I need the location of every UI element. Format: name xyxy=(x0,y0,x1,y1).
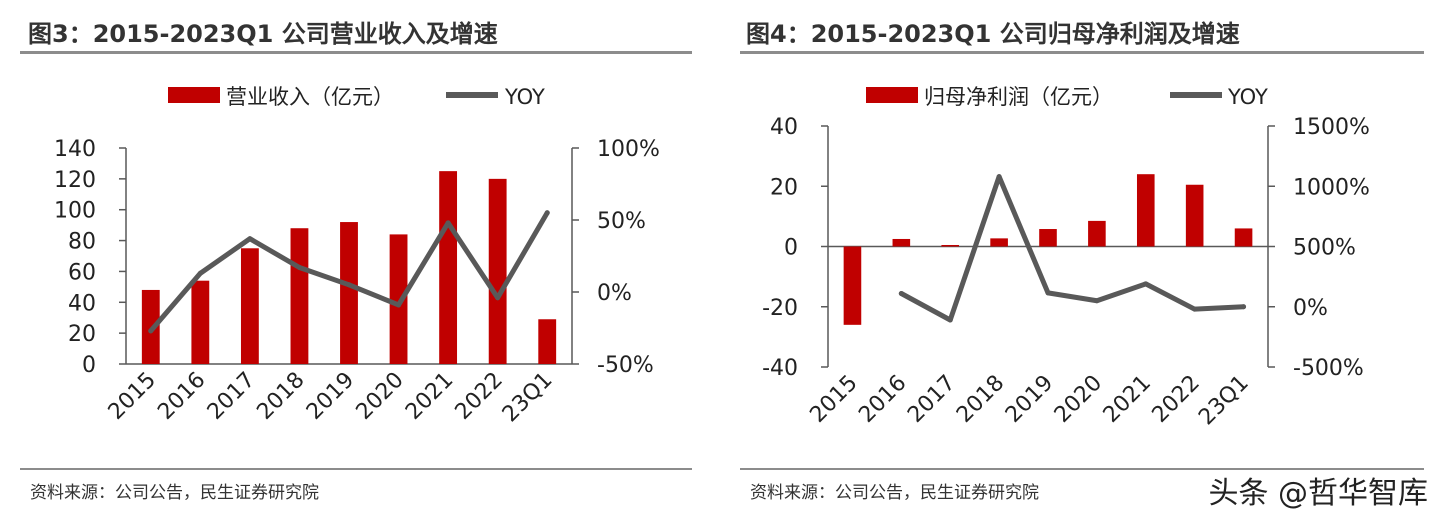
yoy-point-2021 xyxy=(445,220,451,226)
y-right-tick-label: -50% xyxy=(597,353,654,378)
y-left-tick-label: 80 xyxy=(68,230,96,255)
bar-2020 xyxy=(389,234,408,364)
yoy-point-2017 xyxy=(947,317,953,323)
bar-2016 xyxy=(892,238,911,247)
bar-2020 xyxy=(1088,220,1106,247)
legend-bar-label: 归母净利润（亿元） xyxy=(924,85,1113,109)
y-right-tick-label: 0% xyxy=(1293,296,1328,321)
y-left-tick-label: 140 xyxy=(54,137,96,162)
yoy-line xyxy=(898,174,1247,323)
legend-line-label: YOY xyxy=(504,85,545,109)
yoy-point-23Q1 xyxy=(544,210,550,216)
chart-canvas: 归母净利润（亿元） YOY -40 -20 0 20 40 -500% 0% 500% 1000… xyxy=(762,85,1370,431)
bar-2021 xyxy=(1136,174,1155,247)
bar-2018 xyxy=(990,238,1008,247)
yoy-point-2021 xyxy=(1143,281,1149,287)
source-note: 资料来源：公司公告，民生证券研究院 xyxy=(750,483,1039,503)
x-tick-label: 2018 xyxy=(252,368,309,425)
x-tick-label: 2017 xyxy=(903,371,960,428)
y-left-tick-label: 0 xyxy=(784,236,798,261)
legend-bar-label: 营业收入（亿元） xyxy=(226,85,394,109)
chart-title: 图3：2015-2023Q1 公司营业收入及增速 xyxy=(28,20,498,48)
bar-2017 xyxy=(941,244,960,247)
y-left-tick-label: 100 xyxy=(54,199,96,224)
y-left-tick-label: 0 xyxy=(82,353,96,378)
x-tick-label: 2021 xyxy=(1099,371,1156,428)
bar-2018 xyxy=(290,228,309,364)
source-divider xyxy=(740,468,1424,470)
legend-bar-swatch xyxy=(866,87,918,103)
source-note: 资料来源：公司公告，民生证券研究院 xyxy=(30,483,319,503)
x-tick-label: 2015 xyxy=(805,371,862,428)
bar-2016 xyxy=(191,280,210,364)
yoy-point-2020 xyxy=(396,302,402,308)
yoy-point-2019 xyxy=(346,282,352,288)
y-left-tick-label: 120 xyxy=(54,168,96,193)
x-tick-label: 23Q1 xyxy=(1194,371,1254,431)
x-tick-label: 2016 xyxy=(854,371,911,428)
y-right-tick-label: 0% xyxy=(597,281,632,306)
y-right-tick-label: 100% xyxy=(597,137,660,162)
y-right-tick-label: 1000% xyxy=(1293,175,1370,200)
title-divider xyxy=(740,51,1424,54)
yoy-point-2018 xyxy=(296,265,302,271)
y-right-tick-label: 500% xyxy=(1293,236,1356,261)
y-left-tick-label: -20 xyxy=(762,296,798,321)
legend-bar-swatch xyxy=(168,87,220,103)
x-tick-label: 2022 xyxy=(451,368,508,425)
chart-canvas: 营业收入（亿元） YOY 0 20 40 60 80 100 120 140 -50% 0% 50%… xyxy=(54,85,660,428)
chart-panel-net-profit: 图4：2015-2023Q1 公司归母净利润及增速 归母净利润（亿元） YOY … xyxy=(720,0,1442,518)
legend: 归母净利润（亿元） YOY xyxy=(866,85,1268,109)
bar-2021 xyxy=(439,171,458,364)
y-right-tick-label: 1500% xyxy=(1293,115,1370,140)
x-tick-label: 2020 xyxy=(352,368,409,425)
yoy-point-2022 xyxy=(495,295,501,301)
legend: 营业收入（亿元） YOY xyxy=(168,85,545,109)
x-tick-label: 2016 xyxy=(153,368,210,425)
bar-2019 xyxy=(340,222,358,364)
y-left-tick-label: 40 xyxy=(770,115,798,140)
y-left-tick-label: -40 xyxy=(762,356,798,381)
y-right-tick-label: -500% xyxy=(1293,356,1364,381)
y-left-tick-label: 20 xyxy=(68,322,96,347)
title-divider xyxy=(20,51,692,54)
yoy-point-2017 xyxy=(247,236,253,242)
x-tick-label: 2019 xyxy=(302,368,359,425)
yoy-point-2022 xyxy=(1192,306,1198,312)
bar-2017 xyxy=(240,248,259,364)
x-tick-label: 2021 xyxy=(401,368,458,425)
yoy-point-2018 xyxy=(996,174,1002,180)
x-tick-label: 23Q1 xyxy=(498,368,558,428)
bar-2015 xyxy=(843,246,862,325)
bar-23Q1 xyxy=(538,319,557,364)
x-tick-label: 2015 xyxy=(104,368,161,425)
source-divider xyxy=(20,468,692,470)
y-left-tick-label: 40 xyxy=(68,291,96,316)
x-tick-label: 2022 xyxy=(1148,371,1205,428)
yoy-point-2019 xyxy=(1045,290,1051,296)
y-left-tick-label: 20 xyxy=(770,175,798,200)
x-tick-label: 2020 xyxy=(1050,371,1107,428)
y-right-tick-label: 50% xyxy=(597,209,646,234)
yoy-point-2016 xyxy=(197,270,203,276)
yoy-point-2020 xyxy=(1094,298,1100,304)
bar-2022 xyxy=(1185,184,1204,247)
bar-2015 xyxy=(141,289,160,364)
bar-2019 xyxy=(1039,229,1057,247)
bar-2022 xyxy=(488,178,507,364)
x-tick-label: 2017 xyxy=(203,368,260,425)
watermark-text: 头条 @哲华智库 xyxy=(1208,476,1428,511)
chart-title: 图4：2015-2023Q1 公司归母净利润及增速 xyxy=(746,20,1240,48)
yoy-point-23Q1 xyxy=(1241,304,1247,310)
y-left-tick-label: 60 xyxy=(68,260,96,285)
yoy-point-2015 xyxy=(148,328,154,334)
x-tick-label: 2018 xyxy=(952,371,1009,428)
yoy-point-2016 xyxy=(898,290,904,296)
bar-23Q1 xyxy=(1234,228,1253,247)
legend-line-label: YOY xyxy=(1227,85,1268,109)
x-tick-label: 2019 xyxy=(1001,371,1058,428)
